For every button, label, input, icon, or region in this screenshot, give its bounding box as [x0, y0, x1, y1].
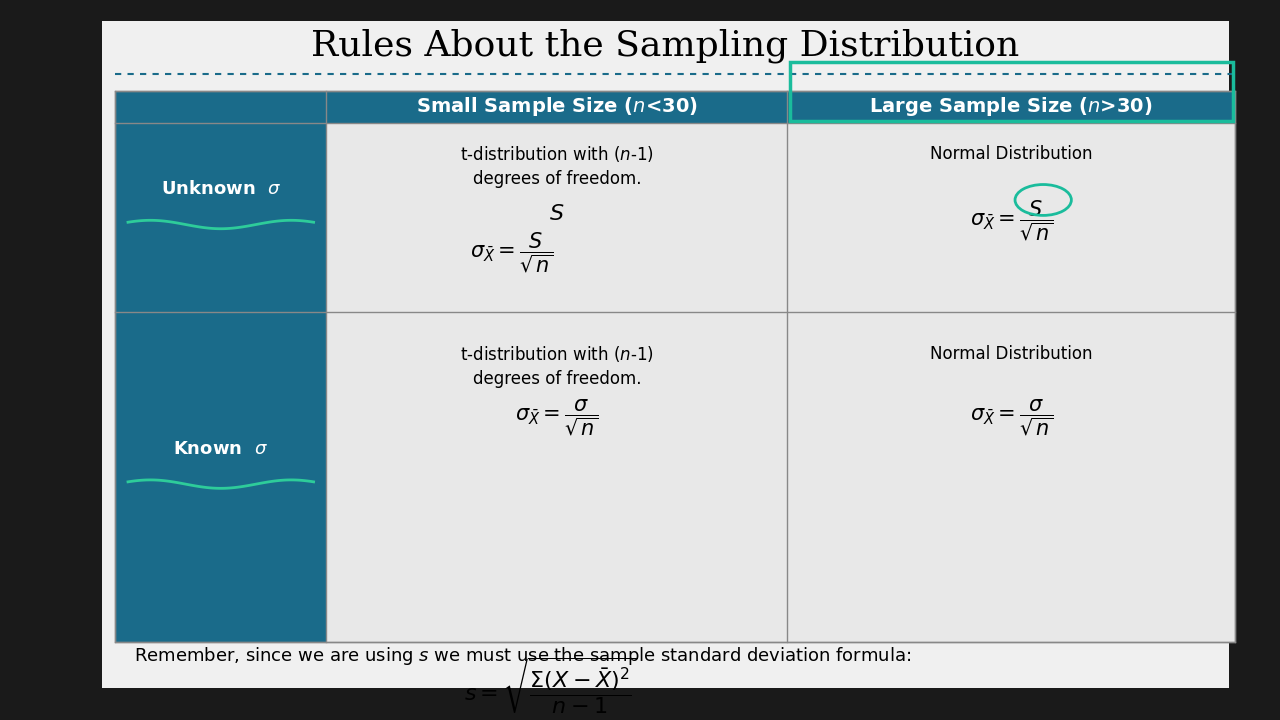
- Text: $\sigma_{\bar{X}} = \dfrac{S}{\sqrt{n}}$: $\sigma_{\bar{X}} = \dfrac{S}{\sqrt{n}}$: [969, 199, 1053, 243]
- Text: Known  $\sigma$: Known $\sigma$: [173, 440, 269, 458]
- FancyBboxPatch shape: [787, 123, 1235, 312]
- Text: Small Sample Size ($n$<30): Small Sample Size ($n$<30): [416, 96, 698, 119]
- Text: t-distribution with ($n$-1): t-distribution with ($n$-1): [460, 144, 654, 164]
- Text: $s = \sqrt{\dfrac{\Sigma(X - \bar{X})^2}{n - 1}}$: $s = \sqrt{\dfrac{\Sigma(X - \bar{X})^2}…: [463, 656, 637, 717]
- Text: Unknown  $\sigma$: Unknown $\sigma$: [160, 181, 282, 199]
- Text: Large Sample Size ($n$>30): Large Sample Size ($n$>30): [869, 96, 1153, 119]
- Text: $\sigma_{\bar{X}} = \dfrac{\sigma}{\sqrt{n}}$: $\sigma_{\bar{X}} = \dfrac{\sigma}{\sqrt…: [515, 397, 599, 438]
- Text: Normal Distribution: Normal Distribution: [931, 145, 1092, 163]
- FancyBboxPatch shape: [102, 21, 1229, 688]
- Text: Normal Distribution: Normal Distribution: [931, 346, 1092, 364]
- Text: $S$: $S$: [549, 204, 564, 224]
- Text: degrees of freedom.: degrees of freedom.: [472, 170, 641, 188]
- FancyBboxPatch shape: [787, 312, 1235, 642]
- FancyBboxPatch shape: [326, 123, 787, 312]
- Text: t-distribution with ($n$-1): t-distribution with ($n$-1): [460, 344, 654, 364]
- FancyBboxPatch shape: [326, 312, 787, 642]
- Text: $\sigma_{\bar{X}} = \dfrac{\sigma}{\sqrt{n}}$: $\sigma_{\bar{X}} = \dfrac{\sigma}{\sqrt…: [969, 397, 1053, 438]
- FancyBboxPatch shape: [115, 91, 1235, 123]
- Text: Rules About the Sampling Distribution: Rules About the Sampling Distribution: [311, 28, 1020, 63]
- FancyBboxPatch shape: [115, 123, 326, 312]
- Text: Remember, since we are using $s$ we must use the sample standard deviation formu: Remember, since we are using $s$ we must…: [134, 645, 911, 667]
- FancyBboxPatch shape: [115, 312, 326, 642]
- Text: $\sigma_{\bar{X}} = \dfrac{S}{\sqrt{n}}$: $\sigma_{\bar{X}} = \dfrac{S}{\sqrt{n}}$: [470, 230, 554, 275]
- Text: degrees of freedom.: degrees of freedom.: [472, 370, 641, 388]
